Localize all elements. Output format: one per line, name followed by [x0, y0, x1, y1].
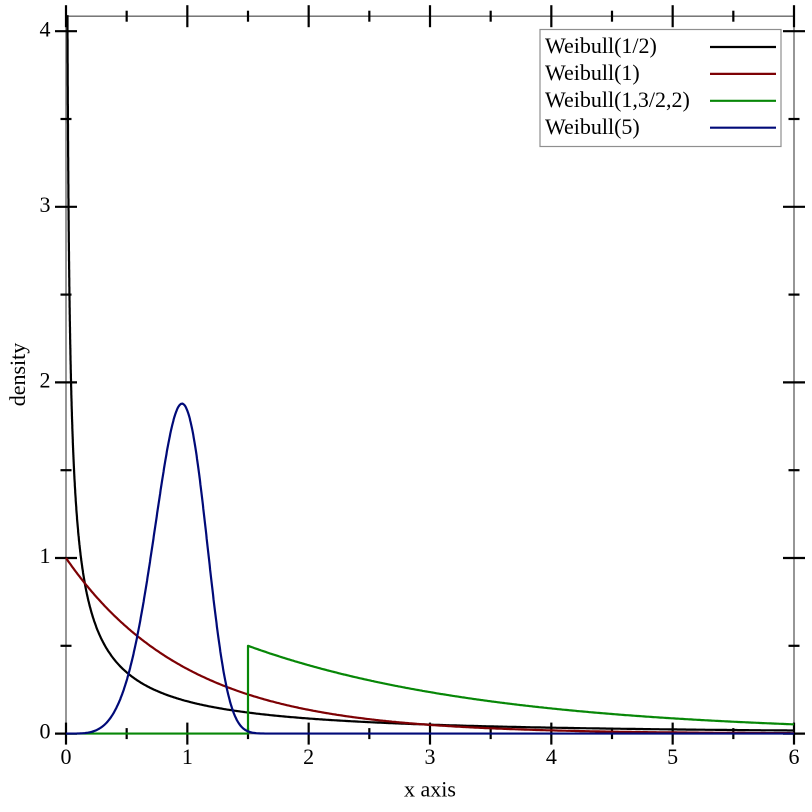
svg-text:2: 2 [303, 744, 314, 769]
svg-text:3: 3 [40, 192, 51, 217]
svg-text:6: 6 [789, 744, 800, 769]
svg-text:1: 1 [40, 543, 51, 568]
svg-text:5: 5 [667, 744, 678, 769]
svg-text:1: 1 [182, 744, 193, 769]
svg-text:2: 2 [40, 368, 51, 393]
svg-text:0: 0 [40, 719, 51, 744]
svg-text:0: 0 [61, 744, 72, 769]
svg-text:Weibull(1): Weibull(1) [545, 60, 640, 85]
svg-text:4: 4 [40, 16, 51, 41]
svg-text:Weibull(1/2): Weibull(1/2) [545, 33, 657, 58]
svg-text:density: density [5, 343, 30, 407]
svg-text:Weibull(1,3/2,2): Weibull(1,3/2,2) [545, 87, 690, 112]
svg-text:x axis: x axis [404, 777, 456, 802]
svg-text:4: 4 [546, 744, 557, 769]
svg-text:Weibull(5): Weibull(5) [545, 114, 640, 139]
svg-text:3: 3 [425, 744, 436, 769]
